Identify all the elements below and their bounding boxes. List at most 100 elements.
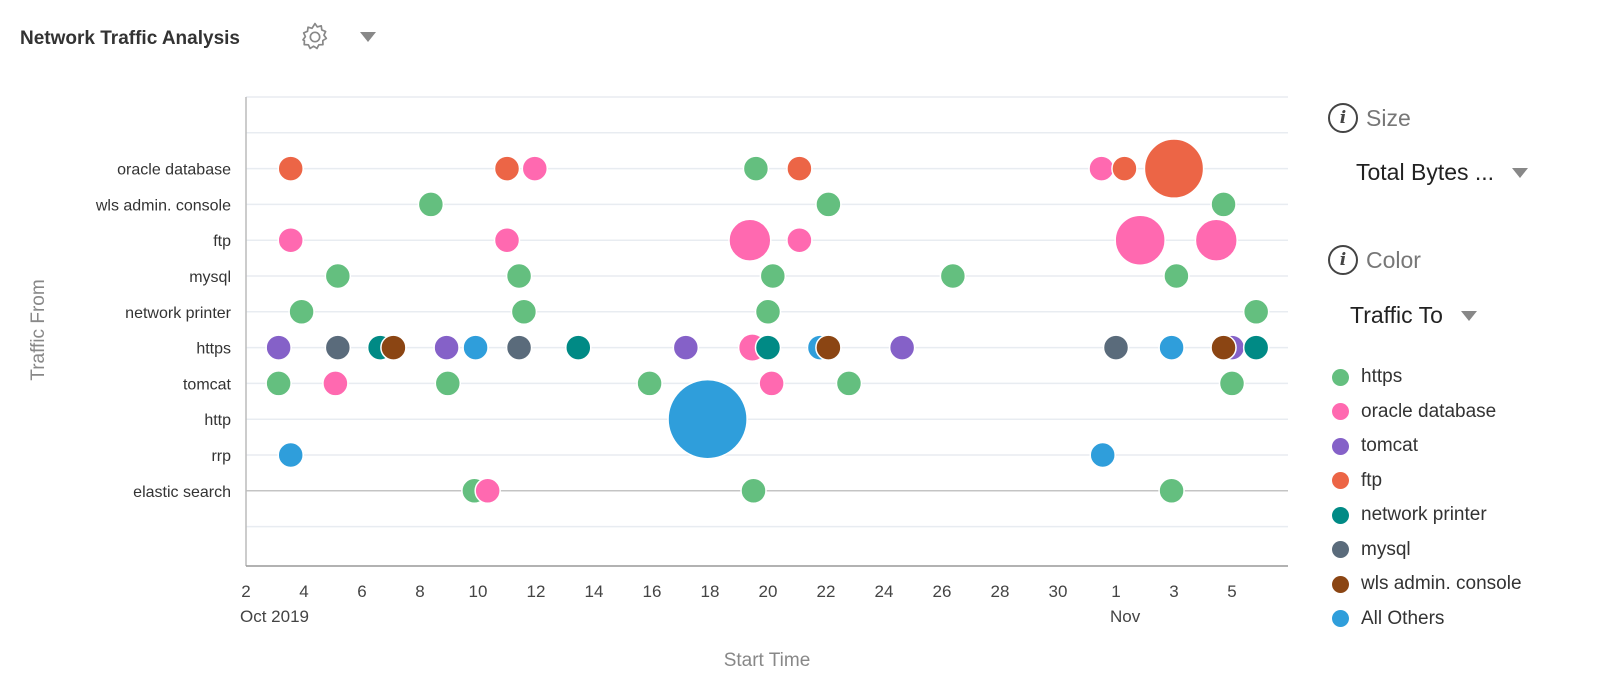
bubble-https[interactable] — [434, 370, 462, 397]
legend-item-mysql[interactable]: mysql — [1332, 533, 1522, 568]
bubble-ftp[interactable] — [786, 155, 813, 182]
bubble-others[interactable] — [667, 378, 748, 460]
bubble-oracle[interactable] — [277, 226, 304, 254]
bubble-tomcat[interactable] — [433, 334, 460, 361]
bubble-ftp[interactable] — [277, 155, 304, 182]
bubble-https[interactable] — [835, 370, 863, 397]
bubble-https[interactable] — [1158, 477, 1185, 505]
size-control-header: i Size — [1328, 103, 1411, 133]
bubble-https[interactable] — [815, 191, 842, 218]
bubble-https[interactable] — [417, 191, 445, 218]
bubble-https[interactable] — [265, 370, 292, 397]
bubble-oracle[interactable] — [493, 226, 521, 254]
x-tick-label: 16 — [643, 582, 662, 601]
bubble-printer[interactable] — [754, 334, 782, 361]
y-tick-label: network printer — [125, 305, 231, 322]
x-tick-label: 12 — [527, 582, 546, 601]
bubble-https[interactable] — [759, 262, 787, 290]
color-value: Traffic To — [1350, 302, 1443, 328]
bubble-printer[interactable] — [565, 334, 592, 361]
bubble-oracle[interactable] — [322, 370, 349, 397]
bubble-oracle[interactable] — [474, 477, 501, 505]
x-tick-label: 20 — [759, 582, 778, 601]
bubble-https[interactable] — [1163, 262, 1190, 290]
info-icon[interactable]: i — [1328, 103, 1358, 133]
bubble-https[interactable] — [1218, 370, 1246, 397]
bubble-oracle[interactable] — [1088, 155, 1115, 182]
size-select[interactable]: Total Bytes ... — [1356, 159, 1529, 186]
y-tick-label: wls admin. console — [95, 197, 231, 214]
x-tick-label: 22 — [817, 582, 836, 601]
bubble-https[interactable] — [288, 298, 315, 326]
bubble-oracle[interactable] — [786, 226, 813, 254]
bubble-ftp[interactable] — [1143, 138, 1205, 199]
bubble-oracle[interactable] — [758, 370, 785, 397]
bubble-https[interactable] — [1210, 191, 1237, 218]
bubble-oracle[interactable] — [521, 155, 549, 182]
bubble-mysql[interactable] — [324, 334, 352, 361]
x-axis-labels: 2 Oct 2019 4 6 8 10 12 14 16 18 20 22 24 26 28 30 1 Nov 3 5 — [240, 582, 1237, 626]
x-tick-label: 24 — [875, 582, 894, 601]
y-tick-label: mysql — [189, 269, 231, 286]
bubble-tomcat[interactable] — [265, 334, 292, 361]
y-tick-label: http — [204, 412, 231, 429]
caret-down-icon[interactable] — [360, 32, 376, 42]
bubble-https[interactable] — [505, 262, 533, 290]
bubble-https[interactable] — [740, 477, 767, 505]
y-tick-label: oracle database — [117, 162, 231, 179]
bubble-https[interactable] — [510, 298, 538, 326]
bubble-mysql[interactable] — [1102, 334, 1130, 361]
x-tick-label: 26 — [933, 582, 952, 601]
bubble-mysql[interactable] — [505, 334, 533, 361]
bubble-https[interactable] — [1242, 298, 1270, 326]
y-tick-label: elastic search — [133, 484, 231, 501]
legend-item-others[interactable]: All Others — [1332, 602, 1522, 637]
bubble-printer[interactable] — [1242, 334, 1270, 361]
bubble-oracle[interactable] — [1114, 214, 1166, 266]
x-tick-label: 30 — [1049, 582, 1068, 601]
legend-item-wls[interactable]: wls admin. console — [1332, 567, 1522, 602]
legend-label: ftp — [1361, 469, 1383, 491]
legend-label: mysql — [1361, 538, 1411, 560]
x-tick-label: 6 — [357, 582, 366, 601]
bubble-wls[interactable] — [380, 334, 407, 361]
legend-item-tomcat[interactable]: tomcat — [1332, 429, 1522, 464]
gear-icon[interactable] — [298, 20, 332, 54]
bubble-others[interactable] — [462, 334, 489, 361]
x-tick-label: 4 — [299, 582, 308, 601]
y-tick-label: https — [196, 341, 231, 358]
color-select[interactable]: Traffic To — [1350, 302, 1477, 329]
bubble-wls[interactable] — [815, 334, 842, 361]
color-control-header: i Color — [1328, 245, 1421, 275]
legend-label: oracle database — [1361, 400, 1497, 422]
bubble-tomcat[interactable] — [672, 334, 700, 361]
bubble-ftp[interactable] — [1111, 155, 1138, 182]
bubble-https[interactable] — [636, 370, 663, 397]
legend-item-oracle[interactable]: oracle database — [1332, 395, 1522, 430]
bubble-https[interactable] — [742, 155, 770, 182]
bubble-oracle[interactable] — [728, 218, 772, 262]
y-axis-title: Traffic From — [28, 279, 49, 380]
x-axis-title: Start Time — [724, 650, 811, 671]
info-icon[interactable]: i — [1328, 245, 1358, 275]
bubble-https[interactable] — [754, 298, 782, 326]
bubble-chart: oracle database wls admin. console ftp mysq… — [28, 96, 1288, 671]
bubble-https[interactable] — [324, 262, 352, 290]
legend-item-ftp[interactable]: ftp — [1332, 464, 1522, 499]
bubble-ftp[interactable] — [493, 155, 521, 182]
bubble-wls[interactable] — [1210, 334, 1237, 361]
bubble-oracle[interactable] — [1194, 218, 1238, 262]
bubble-tomcat[interactable] — [888, 334, 916, 361]
bubble-others[interactable] — [1089, 441, 1116, 469]
x-tick-label: 28 — [991, 582, 1010, 601]
bubble-https[interactable] — [939, 262, 967, 290]
x-tick-label: 18 — [701, 582, 720, 601]
x-tick-label: 2 — [241, 582, 250, 601]
bubble-others[interactable] — [277, 441, 304, 469]
bubble-others[interactable] — [1158, 334, 1185, 361]
x-tick-label: 8 — [415, 582, 424, 601]
legend-item-https[interactable]: https — [1332, 360, 1522, 395]
page-title: Network Traffic Analysis — [20, 28, 240, 49]
legend-swatch — [1332, 437, 1349, 455]
legend-item-printer[interactable]: network printer — [1332, 498, 1522, 533]
